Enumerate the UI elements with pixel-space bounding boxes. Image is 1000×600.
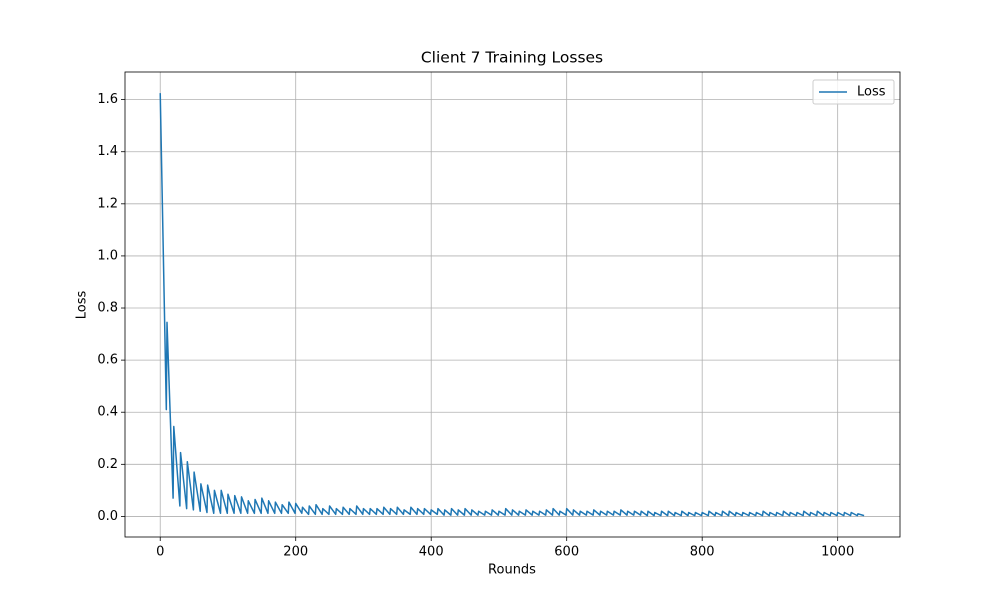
y-tick-label: 0.6: [97, 353, 118, 368]
y-tick-label: 0.8: [97, 301, 118, 316]
legend-label: Loss: [857, 85, 886, 100]
y-axis-label: Loss: [75, 291, 90, 320]
y-tick-label: 1.0: [97, 248, 118, 263]
x-tick-label: 800: [690, 545, 715, 560]
chart-title: Client 7 Training Losses: [421, 49, 603, 67]
y-tick-label: 0.0: [97, 509, 118, 524]
y-tick-label: 1.4: [97, 144, 118, 159]
y-tick-label: 1.2: [97, 196, 118, 211]
y-tick-label: 0.4: [97, 405, 118, 420]
line-series: [159, 93, 865, 517]
x-tick-label: 1000: [821, 545, 854, 560]
x-tick-label: 600: [554, 545, 579, 560]
x-tick-label: 0: [156, 545, 164, 560]
y-tick-label: 0.2: [97, 457, 118, 472]
axes-frame: [124, 71, 901, 538]
x-tick-label: 200: [283, 545, 308, 560]
x-tick-label: 400: [419, 545, 444, 560]
x-axis-label: Rounds: [488, 563, 536, 578]
legend-box: [812, 79, 895, 105]
y-tick-label: 1.6: [97, 92, 118, 107]
